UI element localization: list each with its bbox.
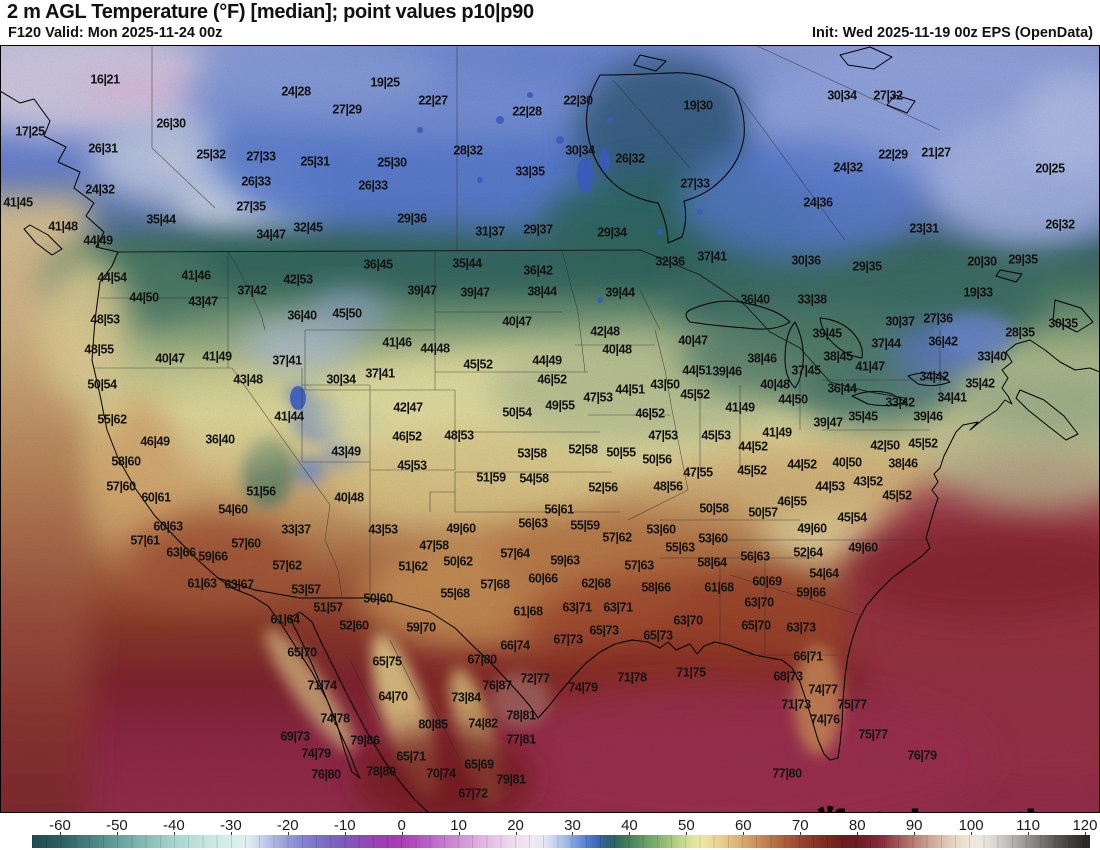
header: 2 m AGL Temperature (°F) [median]; point…: [0, 0, 1100, 45]
colorbar-tick-mark: [743, 832, 745, 835]
colorbar-tick-label: 90: [905, 817, 923, 834]
colorbar-tick-mark: [344, 832, 346, 835]
logo-text-right: tal weather: [872, 800, 1092, 813]
colorbar-tick-mark: [686, 832, 688, 835]
colorbar-tick-mark: [572, 832, 574, 835]
colorbar-tick-mark: [401, 832, 403, 835]
colorbar-tick-mark: [857, 832, 859, 835]
temperature-field: [0, 45, 1100, 813]
init-time: Init: Wed 2025-11-19 00z EPS (OpenData): [812, 25, 1093, 41]
colorbar-tick-mark: [1084, 832, 1086, 835]
colorbar-tick-label: -20: [276, 817, 299, 834]
colorbar-tick-mark: [173, 832, 175, 835]
colorbar-tick-label: -40: [163, 817, 185, 834]
colorbar-tick-label: 70: [791, 817, 809, 834]
valid-time: F120 Valid: Mon 2025-11-24 00z: [8, 25, 223, 41]
colorbar-tick-mark: [116, 832, 118, 835]
page-title: 2 m AGL Temperature (°F) [median]; point…: [7, 1, 534, 23]
colorbar-tick-mark: [800, 832, 802, 835]
colorbar-tick-mark: [287, 832, 289, 835]
colorbar-cell-lines: [32, 835, 1090, 848]
colorbar-gradient: [32, 835, 1090, 848]
colorbar-tick-label: -30: [219, 817, 242, 834]
colorbar-tick-mark: [230, 832, 232, 835]
colorbar-tick-label: 80: [848, 817, 866, 834]
colorbar-tick-mark: [914, 832, 916, 835]
colorbar-tick-mark: [971, 832, 973, 835]
colorbar-tick-label: 120: [1072, 817, 1098, 834]
colorbar-tick-label: 60: [734, 817, 752, 834]
colorbar-tick-label: -10: [333, 817, 356, 834]
colorbar-tick-mark: [60, 832, 61, 835]
colorbar: -60 -50 -40 -30 -20 -10 0 10 20 30 40 50 60 70 80 90 100…: [0, 813, 1100, 850]
colorbar-tick-label: -60: [49, 817, 71, 834]
colorbar-tick-label: 110: [1016, 817, 1041, 834]
pivotal-weather-logo: pivtal weather: [809, 800, 1092, 813]
colorbar-tick-label: 40: [621, 817, 638, 834]
logo-text-left: piv: [809, 800, 871, 813]
colorbar-tick-label: 30: [564, 817, 581, 834]
colorbar-tick-mark: [629, 832, 631, 835]
colorbar-tick-label: 100: [958, 817, 984, 834]
weather-map: www.pivotalweather.com pivtal weather: [0, 45, 1100, 813]
colorbar-tick-mark: [515, 832, 517, 835]
colorbar-tick-mark: [458, 832, 460, 835]
colorbar-tick-mark: [1028, 832, 1030, 835]
colorbar-tick-label: 20: [507, 817, 524, 834]
colorbar-tick-label: 0: [397, 817, 406, 834]
colorbar-tick-label: 50: [678, 817, 695, 834]
colorbar-tick-label: -50: [106, 817, 128, 834]
colorbar-tick-label: 10: [450, 817, 467, 834]
